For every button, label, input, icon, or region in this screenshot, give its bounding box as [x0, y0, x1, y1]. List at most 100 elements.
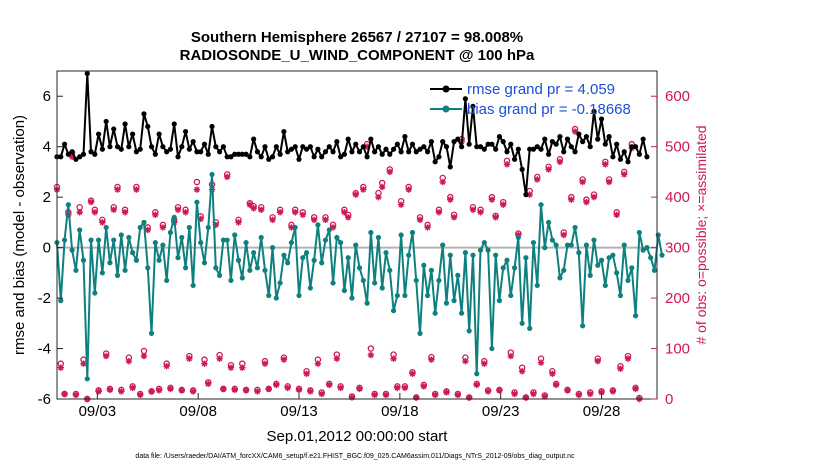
- y-left-tick-label: -6: [38, 391, 51, 408]
- bias-point: [319, 260, 325, 266]
- data-file-footnote: data file: /Users/raeder/DAI/ATM_forcXX/…: [135, 453, 575, 460]
- bias-point: [148, 330, 155, 336]
- obs-assimilated-marker: [602, 161, 609, 168]
- obs-assimilated-marker: [114, 186, 121, 193]
- rmse-point: [262, 144, 268, 150]
- bias-point: [88, 237, 94, 243]
- obs-assimilated-marker: [473, 381, 480, 389]
- bias-point: [190, 282, 196, 289]
- rmse-point: [205, 151, 211, 157]
- bias-point: [307, 285, 313, 291]
- rmse-point: [360, 144, 366, 150]
- obs-assimilated-marker: [344, 214, 352, 221]
- obs-assimilated-marker: [431, 391, 439, 399]
- obs-assimilated-marker: [481, 360, 488, 367]
- bias-point: [398, 232, 404, 238]
- rmse-point: [232, 151, 238, 157]
- bias-point: [474, 371, 480, 377]
- bias-point: [648, 255, 654, 261]
- rmse-point: [213, 144, 219, 150]
- rmse-point: [640, 136, 646, 142]
- obs-assimilated-marker: [152, 211, 159, 219]
- obs-assimilated-marker: [382, 391, 390, 399]
- bias-point: [258, 234, 264, 241]
- rmse-point: [466, 141, 472, 147]
- obs-assimilated-marker: [235, 219, 242, 226]
- rmse-point: [564, 136, 571, 142]
- y-right-tick-label: 200: [665, 290, 690, 307]
- bias-point: [587, 272, 593, 278]
- rmse-point: [443, 144, 450, 150]
- bias-point: [580, 323, 586, 329]
- bias-point: [311, 257, 317, 263]
- obs-assimilated-marker: [269, 216, 276, 224]
- rmse-point: [602, 141, 608, 147]
- rmse-point: [73, 156, 79, 162]
- bias-point: [515, 234, 521, 241]
- obs-assimilated-marker: [454, 391, 462, 399]
- obs-assimilated-marker: [57, 364, 64, 371]
- rmse-point: [92, 151, 98, 157]
- x-axis-label: Sep.01,2012 00:00:00 start: [267, 428, 449, 445]
- obs-assimilated-marker: [522, 394, 530, 401]
- rmse-point: [519, 166, 525, 172]
- rmse-point: [273, 144, 279, 150]
- rmse-point: [576, 131, 582, 137]
- bias-point: [440, 242, 446, 248]
- y-right-tick-label: 600: [665, 88, 690, 105]
- rmse-point: [557, 134, 563, 140]
- bias-point: [413, 277, 419, 284]
- rmse-point: [402, 134, 408, 140]
- bias-point: [443, 300, 450, 306]
- rmse-point: [194, 149, 200, 155]
- y-left-tick-label: 0: [43, 240, 51, 257]
- x-tick-label: 09/23: [482, 403, 520, 420]
- obs-assimilated-marker: [182, 209, 189, 216]
- rmse-point: [485, 141, 491, 147]
- obs-assimilated-marker: [348, 394, 356, 401]
- rmse-point: [440, 139, 446, 145]
- obs-assimilated-marker: [258, 206, 265, 213]
- bias-point: [84, 376, 90, 382]
- obs-assimilated-marker: [284, 384, 291, 392]
- rmse-point: [644, 154, 650, 160]
- bias-point: [644, 245, 650, 251]
- bias-point: [217, 272, 223, 278]
- bias-point: [137, 224, 143, 231]
- rmse-point: [182, 128, 189, 135]
- bias-point: [341, 287, 347, 294]
- rmse-point: [368, 136, 374, 142]
- rmse-point: [534, 144, 540, 150]
- x-tick-label: 09/08: [179, 403, 217, 420]
- bias-point: [338, 239, 344, 246]
- bias-line: [56, 173, 663, 380]
- legend: rmse grand pr = 4.059 bias grand pr = -0…: [430, 81, 631, 118]
- obs-assimilated-marker: [401, 384, 409, 392]
- bias-point: [576, 250, 582, 256]
- bias-point: [322, 237, 329, 243]
- rmse-point: [636, 151, 642, 157]
- bias-point: [557, 275, 563, 281]
- bias-point: [496, 298, 503, 304]
- bias-point: [424, 292, 431, 299]
- rmse-point: [322, 149, 329, 155]
- rmse-point: [239, 151, 245, 157]
- obs-assimilated-marker: [624, 355, 632, 362]
- bias-point: [387, 267, 393, 273]
- obs-assimilated-marker: [314, 360, 322, 367]
- rmse-point: [341, 151, 347, 157]
- rmse-point: [424, 149, 431, 155]
- bias-point: [406, 252, 412, 258]
- rmse-point: [632, 144, 639, 150]
- obs-assimilated-marker: [609, 388, 617, 395]
- rmse-point: [587, 144, 593, 150]
- rmse-point: [114, 144, 121, 150]
- rmse-point: [572, 149, 578, 155]
- bias-point: [186, 224, 192, 231]
- bias-point: [651, 267, 658, 273]
- obs-possible-marker: [76, 203, 83, 211]
- rmse-point: [595, 136, 601, 142]
- obs-assimilated-marker: [140, 352, 148, 360]
- rmse-point: [545, 151, 552, 157]
- obs-assimilated-marker: [397, 201, 405, 208]
